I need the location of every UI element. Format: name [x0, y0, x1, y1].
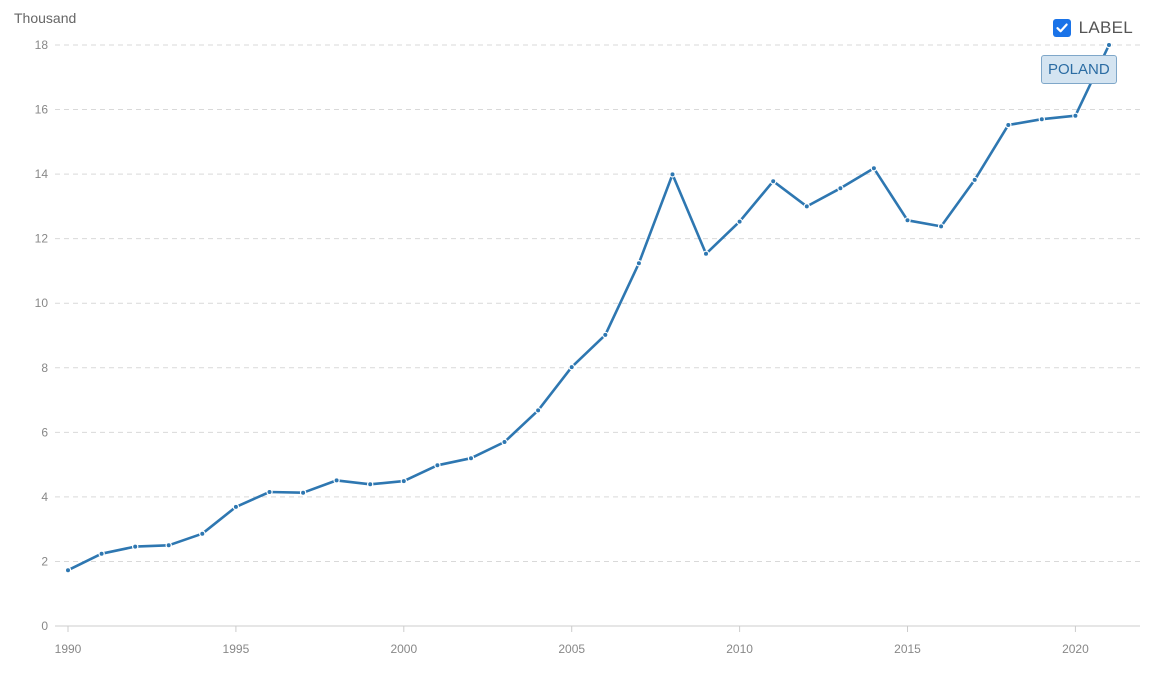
x-tick-label: 1995 [223, 642, 250, 656]
data-point-2010[interactable] [736, 218, 743, 225]
label-toggle-text: LABEL [1078, 18, 1133, 37]
data-point-2015[interactable] [904, 217, 911, 224]
y-tick-label: 2 [41, 554, 48, 568]
label-toggle[interactable]: LABEL [1052, 18, 1133, 38]
y-tick-label: 10 [35, 296, 49, 310]
y-axis-unit-label: Thousand [14, 10, 77, 26]
data-point-2006[interactable] [602, 331, 609, 339]
grid-lines [55, 44, 1140, 562]
data-point-2016[interactable] [937, 223, 945, 230]
series-layer [64, 41, 1113, 574]
data-point-2021[interactable] [1105, 41, 1113, 49]
y-tick-label: 0 [41, 619, 48, 633]
y-tick-label: 14 [35, 167, 49, 181]
data-point-2017[interactable] [971, 176, 978, 184]
series-line-poland [67, 44, 1111, 572]
data-point-2019[interactable] [1038, 115, 1046, 123]
data-point-1998[interactable] [333, 477, 340, 484]
data-point-2014[interactable] [870, 165, 878, 172]
data-point-2013[interactable] [837, 185, 844, 192]
data-point-1992[interactable] [131, 543, 139, 550]
data-point-2008[interactable] [669, 171, 676, 178]
data-point-2004[interactable] [534, 407, 542, 414]
x-tick-label: 2015 [894, 642, 921, 656]
data-point-2005[interactable] [568, 363, 575, 371]
data-point-2020[interactable] [1072, 112, 1079, 119]
y-tick-label: 6 [41, 425, 48, 439]
x-tick-label: 2020 [1062, 642, 1089, 656]
data-point-2007[interactable] [635, 260, 643, 267]
data-point-1995[interactable] [232, 503, 240, 511]
y-tick-label: 4 [41, 490, 48, 504]
y-tick-label: 8 [41, 361, 48, 375]
data-point-2018[interactable] [1005, 121, 1012, 129]
y-tick-label: 16 [35, 103, 49, 117]
data-point-1993[interactable] [165, 542, 172, 549]
data-point-1991[interactable] [98, 550, 105, 557]
y-tick-label: 18 [35, 38, 49, 52]
label-checkbox[interactable] [1052, 19, 1071, 37]
data-point-1997[interactable] [299, 489, 307, 496]
data-point-2000[interactable] [400, 477, 407, 485]
data-point-2011[interactable] [770, 177, 777, 185]
checkmark-icon [1055, 23, 1068, 33]
data-point-2002[interactable] [467, 455, 475, 462]
data-point-1994[interactable] [199, 530, 206, 537]
data-point-1996[interactable] [266, 488, 273, 496]
data-point-2003[interactable] [501, 438, 508, 446]
x-tick-label: 2000 [390, 642, 417, 656]
x-tick-label: 2005 [558, 642, 585, 656]
data-point-1990[interactable] [64, 567, 72, 574]
y-tick-label: 12 [35, 232, 49, 246]
series-label-poland: POLAND [1041, 55, 1117, 84]
data-point-2009[interactable] [702, 250, 710, 257]
axes: 0 2 4 6 8 10 12 14 16 18 1990 1995 2000 2005 2010 2015 2… [35, 38, 1140, 656]
x-tick-label: 2010 [726, 642, 753, 656]
data-point-2012[interactable] [803, 203, 811, 210]
data-point-2001[interactable] [434, 462, 441, 469]
data-point-1999[interactable] [367, 481, 374, 488]
x-tick-label: 1990 [55, 642, 82, 656]
